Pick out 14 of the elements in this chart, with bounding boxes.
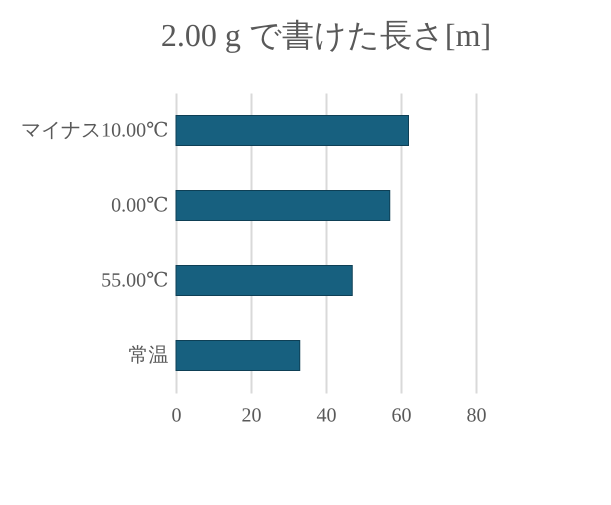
chart-title: 2.00 g で書けた長さ[m] xyxy=(160,17,492,53)
x-tick-label: 0 xyxy=(172,404,182,426)
y-tick-label: 常温 xyxy=(128,344,168,366)
x-tick-label: 40 xyxy=(316,404,336,426)
bar xyxy=(176,190,390,221)
x-tick-label: 80 xyxy=(466,404,486,426)
x-tick-label: 60 xyxy=(392,404,412,426)
y-tick-label: 55.00℃ xyxy=(101,270,168,292)
bar xyxy=(176,265,353,296)
bar xyxy=(176,115,409,146)
x-tick-label: 20 xyxy=(242,404,262,426)
y-tick-label: 0.00℃ xyxy=(111,194,168,216)
y-tick-label: マイナス10.00℃ xyxy=(21,120,168,142)
bar xyxy=(176,340,300,371)
